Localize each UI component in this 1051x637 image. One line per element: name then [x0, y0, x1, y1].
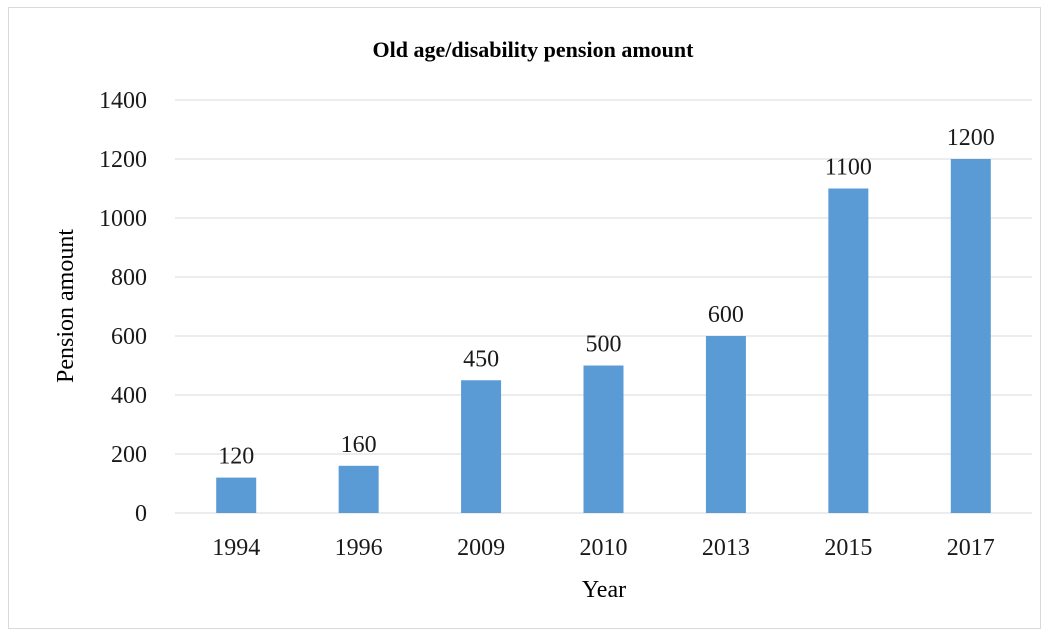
y-tick-label: 1200 — [99, 147, 147, 173]
bar-2013 — [705, 336, 746, 513]
x-axis-title: Year — [582, 577, 626, 603]
x-tick-label-1996: 1996 — [335, 535, 383, 561]
y-tick-label: 1400 — [99, 88, 147, 114]
data-label-2017: 1200 — [947, 125, 995, 151]
data-label-2009: 450 — [463, 346, 499, 372]
data-label-1996: 160 — [341, 432, 377, 458]
y-axis-ticks: 0 200 400 600 800 1000 1200 1400 — [99, 88, 147, 527]
bar-1994 — [216, 477, 257, 513]
bar-2009 — [461, 380, 502, 513]
bar-2017 — [950, 159, 991, 513]
data-label-2013: 600 — [708, 302, 744, 328]
bars — [216, 159, 991, 513]
data-label-1994: 120 — [218, 444, 254, 470]
data-labels: 120 160 450 500 600 1100 1200 — [218, 125, 995, 470]
bar-2015 — [828, 188, 869, 513]
y-tick-label: 0 — [135, 501, 147, 527]
x-tick-label-1994: 1994 — [212, 535, 260, 561]
y-tick-label: 1000 — [99, 206, 147, 232]
y-axis-title: Pension amount — [53, 229, 79, 383]
y-tick-label: 600 — [111, 324, 147, 350]
x-tick-label-2015: 2015 — [824, 535, 872, 561]
y-tick-label: 800 — [111, 265, 147, 291]
x-tick-label-2017: 2017 — [947, 535, 995, 561]
bar-2010 — [583, 365, 624, 513]
y-tick-label: 200 — [111, 442, 147, 468]
x-tick-label-2009: 2009 — [457, 535, 505, 561]
x-tick-label-2013: 2013 — [702, 535, 750, 561]
gridlines — [175, 99, 1032, 514]
data-label-2010: 500 — [586, 332, 622, 358]
chart-title: Old age/disability pension amount — [373, 37, 695, 62]
x-tick-label-2010: 2010 — [580, 535, 628, 561]
x-axis-ticks: 1994 1996 2009 2010 2013 2015 2017 — [212, 535, 995, 561]
data-label-2015: 1100 — [825, 155, 872, 181]
y-tick-label: 400 — [111, 383, 147, 409]
chart-frame — [8, 7, 1041, 629]
bar-1996 — [338, 465, 379, 513]
